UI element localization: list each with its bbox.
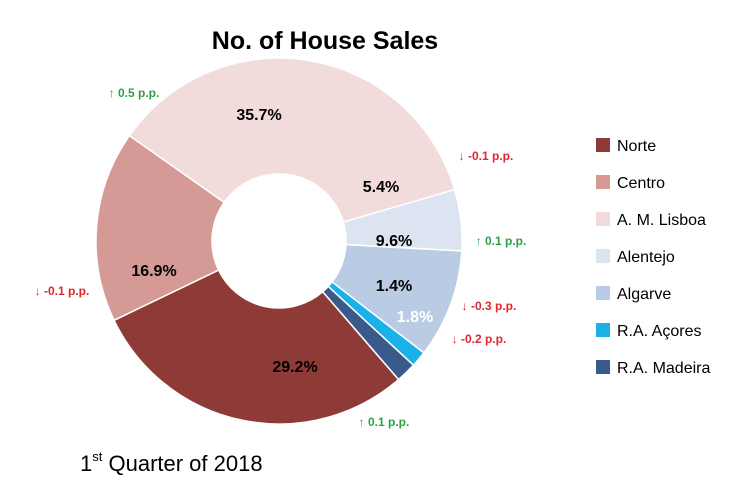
slice-r-a-madeira [321,285,415,381]
change-label: ↑ 0.5 p.p. [109,86,160,100]
percent-label: 9.6% [376,233,412,250]
change-label: ↑ 0.1 p.p. [359,415,410,429]
slices-group [95,57,463,425]
percent-label: 1.4% [376,278,412,295]
legend: Norte Centro A. M. Lisboa Alentejo Algarve R.… [596,138,710,377]
percent-label: 5.4% [363,179,399,196]
legend-label: A. M. Lisboa [617,212,706,229]
legend-label: Algarve [617,286,671,303]
percent-label: 1.8% [397,309,433,326]
legend-swatch [596,360,610,374]
legend-label: R.A. Madeira [617,360,710,377]
legend-label: Centro [617,175,665,192]
percent-label: 29.2% [272,359,317,376]
change-label: ↓ -0.2 p.p. [452,332,507,346]
slice-centro [95,134,226,322]
legend-swatch [596,249,610,263]
legend-swatch [596,323,610,337]
chart-footer: 1st Quarter of 2018 [80,449,263,476]
percent-label: 35.7% [236,107,281,124]
percent-label: 16.9% [131,263,176,280]
legend-label: R.A. Açores [617,323,701,340]
change-label: ↓ -0.3 p.p. [462,299,517,313]
footer-prefix: 1 [80,451,92,476]
chart-title: No. of House Sales [212,27,438,55]
legend-label: Norte [617,138,656,155]
slice-norte [113,269,400,425]
footer-text: Quarter of 2018 [102,451,262,476]
footer-superscript: st [92,449,103,464]
change-label: ↑ 0.1 p.p. [476,234,527,248]
legend-swatch [596,175,610,189]
percent-labels-group: 29.2% 16.9% 35.7% 5.4% 9.6% 1.4% 1.8% [131,107,433,376]
change-labels-group: ↑ 0.1 p.p. ↓ -0.1 p.p. ↑ 0.5 p.p. ↓ -0.1 p.… [35,86,527,429]
legend-swatch [596,286,610,300]
legend-swatch [596,138,610,152]
change-label: ↓ -0.1 p.p. [459,149,514,163]
change-label: ↓ -0.1 p.p. [35,284,90,298]
slice-a-m-lisboa [128,57,456,224]
legend-label: Alentejo [617,249,675,266]
legend-swatch [596,212,610,226]
